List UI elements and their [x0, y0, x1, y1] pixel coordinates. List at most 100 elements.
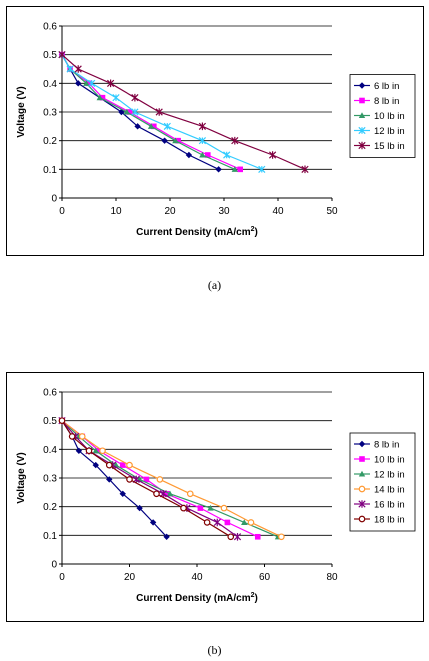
x-tick-label: 40	[191, 572, 203, 583]
legend-label: 10 lb in	[374, 455, 405, 466]
legend-marker	[358, 126, 366, 135]
legend: 6 lb in 8 lb in 10 lb in 12 lb in 15 lb in	[349, 74, 416, 158]
data-point	[92, 461, 99, 469]
data-point	[231, 166, 238, 172]
legend-label: 10 lb in	[374, 111, 405, 122]
data-point	[213, 518, 221, 527]
y-tick-label: 0	[51, 560, 57, 571]
data-point	[198, 122, 207, 131]
y-tick-label: 0.6	[43, 388, 57, 399]
data-point	[199, 151, 206, 158]
x-tick-label: 30	[218, 206, 230, 217]
y-tick-label: 0.6	[43, 22, 57, 33]
x-tick-label: 10	[110, 206, 122, 217]
legend-marker	[358, 515, 366, 523]
series-15-lb-in	[58, 50, 309, 174]
x-tick-label: 40	[272, 206, 284, 217]
data-point	[247, 519, 255, 526]
chart-panel-b: 0 0.1 0.2 0.3 0.4 0.5 0.6 0 20 40 60 80 Current Dens…	[6, 372, 424, 622]
data-point	[215, 166, 222, 173]
y-axis-title: Voltage (V)	[16, 86, 27, 137]
data-point	[223, 151, 231, 159]
legend-item: 6 lb in	[354, 81, 399, 92]
data-point	[126, 476, 133, 483]
data-point	[153, 490, 160, 498]
legend-item: 16 lb in	[354, 500, 405, 511]
data-point	[123, 108, 130, 115]
data-point	[203, 519, 211, 526]
y-tick-label: 0.1	[43, 531, 57, 542]
data-point	[75, 447, 83, 454]
y-tick-label: 0	[51, 194, 57, 205]
x-tick-label: 0	[59, 206, 65, 217]
series-12-lb-in	[58, 417, 282, 540]
data-point	[96, 94, 103, 101]
legend-item: 10 lb in	[354, 455, 405, 466]
data-point	[143, 476, 150, 483]
data-point	[258, 165, 266, 173]
data-point	[233, 532, 242, 541]
legend: 8 lb in 10 lb in 12 lb in 14 lb in 16 lb in 1…	[349, 432, 416, 532]
data-point	[75, 80, 82, 87]
gridlines	[62, 391, 332, 536]
data-point	[119, 490, 126, 497]
data-point	[78, 433, 86, 440]
data-point	[205, 152, 211, 158]
data-point	[126, 461, 133, 469]
data-point	[131, 93, 139, 102]
legend-marker	[358, 141, 366, 150]
x-tick-label: 20	[164, 206, 176, 217]
x-tick-label: 20	[124, 572, 136, 583]
data-point	[185, 151, 193, 159]
data-point	[197, 505, 204, 511]
data-point	[254, 533, 261, 540]
data-point	[58, 50, 66, 59]
y-tick-label: 0.4	[43, 79, 57, 90]
legend-marker	[358, 112, 366, 119]
x-tick-label: 50	[326, 206, 338, 217]
data-point	[83, 80, 90, 86]
legend-item: 18 lb in	[354, 515, 405, 526]
legend-marker	[358, 500, 366, 508]
data-point	[180, 504, 187, 512]
data-point	[175, 137, 181, 144]
series-16-lb-in	[58, 416, 242, 541]
data-point	[134, 123, 141, 130]
data-point	[58, 417, 66, 424]
series-14-lb-in	[58, 417, 285, 541]
data-point	[151, 123, 157, 130]
data-point	[106, 476, 113, 483]
y-tick-label: 0.2	[43, 502, 57, 513]
legend-label: 15 lb in	[374, 141, 405, 152]
chart-b: 0 0.1 0.2 0.3 0.4 0.5 0.6 0 20 40 60 80 Current Dens…	[16, 388, 416, 604]
legend-label: 12 lb in	[374, 470, 405, 481]
data-point	[136, 504, 143, 512]
data-point	[68, 433, 76, 440]
legend-label: 8 lb in	[374, 96, 399, 107]
legend-label: 16 lb in	[374, 500, 405, 511]
y-tick-label: 0.3	[43, 108, 57, 119]
x-tick-label: 80	[326, 572, 338, 583]
data-point	[207, 504, 214, 511]
data-point	[92, 447, 99, 454]
data-point	[172, 137, 179, 144]
caption-b: (b)	[207, 643, 222, 657]
data-point	[112, 94, 120, 102]
data-point	[99, 447, 106, 455]
data-point	[66, 65, 74, 73]
data-point	[86, 80, 92, 87]
x-tick-label: 60	[259, 572, 271, 583]
y-tick-label: 0.5	[43, 416, 57, 427]
data-point	[131, 108, 139, 116]
y-tick-label: 0.5	[43, 50, 57, 61]
legend-marker	[358, 440, 366, 448]
x-tick-label: 0	[59, 572, 65, 583]
data-point	[99, 94, 106, 101]
data-point	[220, 504, 228, 512]
x-axis-title: Current Density (mA/cm2)	[136, 592, 258, 604]
data-point	[163, 533, 170, 540]
y-tick-label: 0.3	[43, 474, 57, 485]
data-point	[88, 79, 96, 87]
legend-item: 14 lb in	[354, 485, 405, 496]
legend-marker	[359, 456, 365, 462]
